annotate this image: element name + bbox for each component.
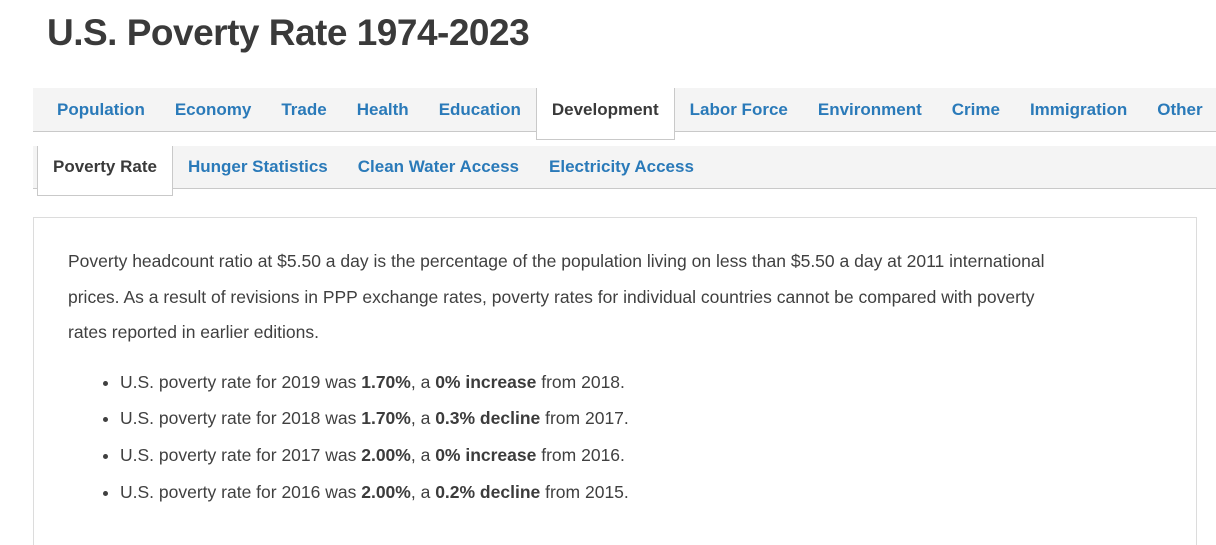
tab-other[interactable]: Other: [1157, 99, 1203, 119]
tab-trade[interactable]: Trade: [281, 99, 327, 119]
stat-rate: 1.70%: [361, 371, 411, 392]
stat-item-2017: U.S. poverty rate for 2017 was 2.00%, a …: [120, 437, 1184, 474]
sub-tab-bar: Poverty Rate Hunger Statistics Clean Wat…: [33, 146, 1216, 196]
tab-education[interactable]: Education: [438, 99, 521, 119]
stat-prefix: U.S. poverty rate for 2017 was: [120, 445, 362, 466]
description-line: Poverty headcount ratio at $5.50 a day i…: [68, 251, 1045, 271]
stat-suffix: from 2015.: [540, 481, 629, 502]
subtab-poverty-rate[interactable]: Poverty Rate: [37, 146, 173, 196]
stat-mid: , a: [410, 481, 436, 502]
stat-prefix: U.S. poverty rate for 2018 was: [120, 408, 362, 429]
description-line: prices. As a result of revisions in PPP …: [68, 286, 1035, 307]
page-title: U.S. Poverty Rate 1974-2023: [47, 12, 530, 53]
stat-prefix: U.S. poverty rate for 2016 was: [120, 481, 362, 502]
stat-rate: 2.00%: [361, 481, 411, 502]
subtab-clean-water-access[interactable]: Clean Water Access: [357, 157, 520, 176]
stat-change: 0% increase: [435, 371, 537, 392]
subtab-electricity-access[interactable]: Electricity Access: [549, 157, 694, 176]
stat-mid: , a: [410, 371, 436, 392]
tab-health[interactable]: Health: [356, 99, 409, 119]
tab-immigration[interactable]: Immigration: [1029, 99, 1128, 119]
stat-item-2019: U.S. poverty rate for 2019 was 1.70%, a …: [120, 364, 1184, 401]
stat-rate: 2.00%: [361, 445, 411, 466]
stat-change: 0.2% decline: [435, 481, 541, 502]
stat-mid: , a: [410, 408, 436, 429]
content-panel: Poverty headcount ratio at $5.50 a day i…: [33, 217, 1197, 545]
stat-change: 0.3% decline: [435, 408, 541, 429]
stat-suffix: from 2018.: [536, 371, 625, 392]
stats-list: U.S. poverty rate for 2019 was 1.70%, a …: [68, 364, 1184, 511]
stat-item-2018: U.S. poverty rate for 2018 was 1.70%, a …: [120, 400, 1184, 437]
tab-population[interactable]: Population: [57, 99, 145, 119]
stat-prefix: U.S. poverty rate for 2019 was: [120, 371, 362, 392]
tab-environment[interactable]: Environment: [817, 99, 922, 119]
tab-crime[interactable]: Crime: [951, 99, 1000, 119]
subtab-hunger-statistics[interactable]: Hunger Statistics: [187, 157, 328, 176]
stat-suffix: from 2017.: [540, 408, 629, 429]
tab-labor-force[interactable]: Labor Force: [689, 99, 788, 119]
description-line: rates reported in earlier editions.: [68, 322, 319, 342]
description-text: Poverty headcount ratio at $5.50 a day i…: [68, 244, 1184, 351]
stat-mid: , a: [410, 445, 436, 466]
stat-rate: 1.70%: [361, 408, 411, 429]
tab-economy[interactable]: Economy: [174, 99, 252, 119]
stat-suffix: from 2016.: [536, 445, 625, 466]
category-tab-bar: Population Economy Trade Health Educatio…: [33, 88, 1216, 140]
stat-item-2016: U.S. poverty rate for 2016 was 2.00%, a …: [120, 474, 1184, 511]
stat-change: 0% increase: [435, 445, 537, 466]
tab-development[interactable]: Development: [535, 88, 675, 140]
